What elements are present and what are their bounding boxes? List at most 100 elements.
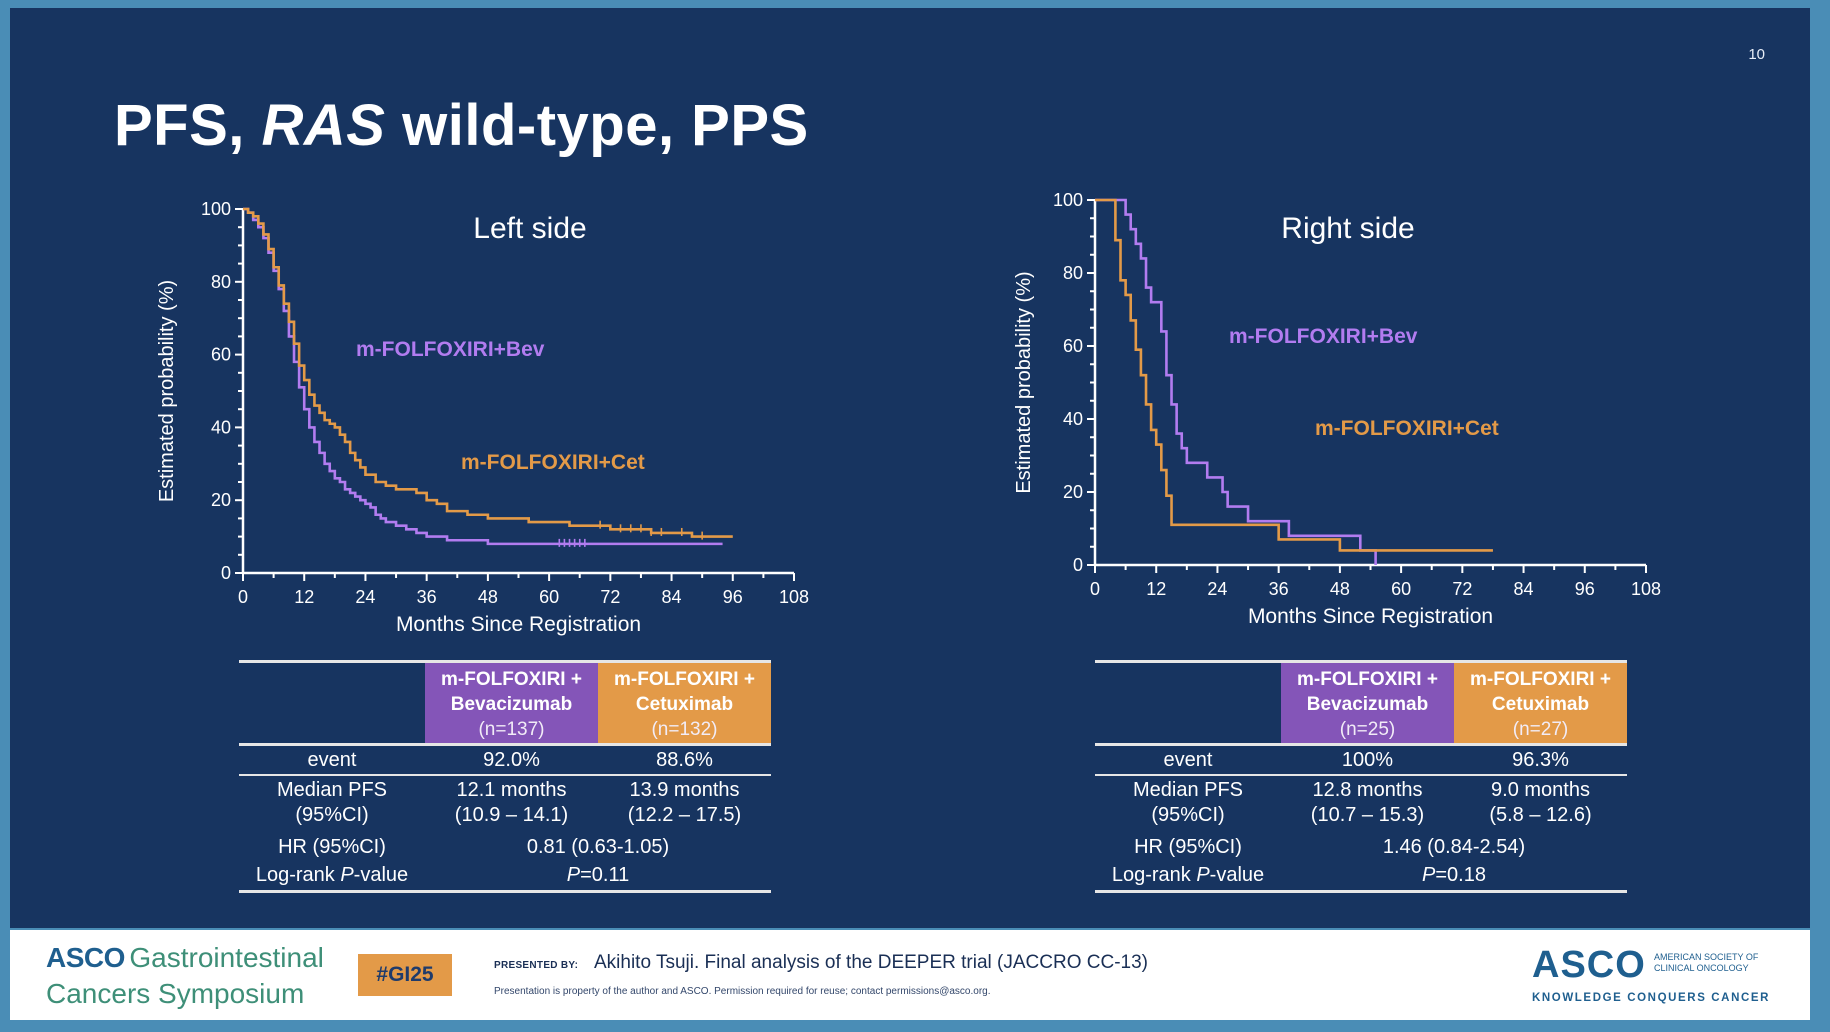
x-axis-label: Months Since Registration [1248,605,1493,628]
asco-logo-tagline: KNOWLEDGE CONQUERS CANCER [1532,992,1771,1004]
conference-line2: Cancers Symposium [46,978,305,1009]
logrank-label: Log-rank P-value [1111,864,1265,886]
x-tick-label: 0 [238,587,248,607]
median-label: Median PFS (95%CI) [1132,779,1244,826]
y-tick-label: 40 [211,417,231,437]
y-axis-label: Estimated probability (%) [1013,271,1035,493]
series-label-cet: m-FOLFOXIRI+Cet [1315,417,1499,440]
cet-arm-header: m-FOLFOXIRI + Cetuximab (n=27) [1454,663,1627,743]
table-row-logrank: Log-rank P-value P=0.11 [239,862,771,893]
cet-header-n: (n=27) [1512,719,1569,740]
y-tick-label: 20 [1063,482,1083,502]
x-tick-label: 48 [478,587,498,607]
event-cet: 88.6% [656,749,713,771]
cet-header-line1: m-FOLFOXIRI + [1470,669,1611,690]
y-tick-label: 40 [1063,409,1083,429]
slide-number: 10 [1748,46,1765,63]
x-tick-label: 12 [294,587,314,607]
x-tick-label: 72 [600,587,620,607]
median-cet: 13.9 months (12.2 – 17.5) [627,779,742,826]
bev-header-n: (n=25) [1339,719,1396,740]
slide-title: PFS, RAS wild-type, PPS [114,92,809,159]
title-part-2: wild-type, PPS [385,93,809,158]
bev-header-n: (n=137) [478,719,545,740]
event-label: event [307,749,357,771]
x-tick-label: 84 [662,587,682,607]
asco-logo: ASCO AMERICAN SOCIETY OF CLINICAL ONCOLO… [1532,944,1772,1010]
series-line-cet [1095,198,1493,552]
presented-by-label: PRESENTED BY: [494,960,579,971]
bev-header-line2: Bevacizumab [1306,694,1429,715]
x-tick-label: 108 [779,587,809,607]
table-row-median: Median PFS (95%CI) 12.1 months (10.9 – 14.… [239,776,771,834]
cet-arm-header: m-FOLFOXIRI + Cetuximab (n=132) [598,663,771,743]
event-bev: 92.0% [483,749,540,771]
chart-title: Right side [1281,212,1414,245]
table-row-median: Median PFS (95%CI) 12.8 months (10.7 – 15.… [1095,776,1627,834]
x-tick-label: 36 [417,587,437,607]
summary-table-left: m-FOLFOXIRI + Bevacizumab (n=137) m-FOLF… [239,660,771,893]
y-tick-label: 0 [1073,555,1083,575]
cet-header-line2: Cetuximab [635,694,734,715]
summary-table-right: m-FOLFOXIRI + Bevacizumab (n=25) m-FOLFO… [1095,660,1627,893]
table-row-logrank: Log-rank P-value P=0.18 [1095,862,1627,893]
footer: ASCO Gastrointestinal Cancers Symposium … [10,930,1810,1020]
x-tick-label: 12 [1146,579,1166,599]
series-line-cet [243,207,733,538]
cet-header-line1: m-FOLFOXIRI + [614,669,755,690]
chart-title: Left side [473,212,586,245]
hr-value: 1.46 (0.84-2.54) [1382,836,1526,858]
hashtag-badge: #GI25 [358,954,452,996]
cet-header-line2: Cetuximab [1491,694,1590,715]
asco-logo-wordmark: ASCO [1532,944,1646,986]
x-axis-label: Months Since Registration [396,613,641,636]
x-tick-label: 48 [1330,579,1350,599]
median-label: Median PFS (95%CI) [276,779,388,826]
y-tick-label: 20 [211,490,231,510]
table-header: m-FOLFOXIRI + Bevacizumab (n=25) m-FOLFO… [1095,663,1627,746]
y-tick-label: 100 [1053,190,1083,210]
bev-arm-header: m-FOLFOXIRI + Bevacizumab (n=137) [425,663,598,743]
y-tick-label: 0 [221,563,231,583]
disclaimer-text: Presentation is property of the author a… [494,986,991,997]
x-tick-label: 108 [1631,579,1661,599]
title-part-ras: RAS [261,93,386,158]
logrank-value: P=0.18 [1422,864,1486,886]
series-label-bev: m-FOLFOXIRI+Bev [356,338,545,361]
table-header: m-FOLFOXIRI + Bevacizumab (n=137) m-FOLF… [239,663,771,746]
hr-label: HR (95%CI) [1134,836,1242,858]
presenter-text: Akihito Tsuji. Final analysis of the DEE… [594,952,1148,973]
x-tick-label: 96 [1575,579,1595,599]
x-tick-label: 96 [723,587,743,607]
table-row-hr: HR (95%CI) 0.81 (0.63-1.05) [239,834,771,862]
y-tick-label: 100 [201,199,231,219]
km-chart-left: 0 12 24 36 48 60 72 84 96 108 0 20 40 60 80 100 Months S… [156,199,809,636]
event-bev: 100% [1341,749,1394,771]
logrank-value: P=0.11 [566,864,630,886]
event-cet: 96.3% [1512,749,1569,771]
asco-logo-subtitle: AMERICAN SOCIETY OF CLINICAL ONCOLOGY [1654,952,1759,973]
title-part-1: PFS, [114,93,262,158]
y-tick-label: 80 [211,272,231,292]
y-tick-label: 60 [211,345,231,365]
table-row-event: event 92.0% 88.6% [239,746,771,776]
table-row-hr: HR (95%CI) 1.46 (0.84-2.54) [1095,834,1627,862]
y-tick-label: 60 [1063,336,1083,356]
series-line-bev [1095,198,1377,565]
series-label-bev: m-FOLFOXIRI+Bev [1229,325,1418,348]
bev-arm-header: m-FOLFOXIRI + Bevacizumab (n=25) [1281,663,1454,743]
x-tick-label: 24 [355,587,375,607]
km-chart-right: 0 12 24 36 48 60 72 84 96 108 0 20 40 60 80 100 Months S… [1013,190,1661,628]
median-bev: 12.8 months (10.7 – 15.3) [1310,779,1425,826]
series-line-bev [243,207,723,546]
event-label: event [1163,749,1213,771]
hr-value: 0.81 (0.63-1.05) [526,836,670,858]
slide: 10 PFS, RAS wild-type, PPS 0 12 24 36 48 60 72… [10,8,1810,928]
km-charts: 0 12 24 36 48 60 72 84 96 108 0 20 40 60 80 100 Months S… [156,190,1661,636]
x-tick-label: 36 [1269,579,1289,599]
x-tick-label: 84 [1514,579,1534,599]
median-cet: 9.0 months (5.8 – 12.6) [1489,779,1592,826]
table-row-event: event 100% 96.3% [1095,746,1627,776]
x-tick-label: 60 [539,587,559,607]
bev-header-line1: m-FOLFOXIRI + [441,669,582,690]
